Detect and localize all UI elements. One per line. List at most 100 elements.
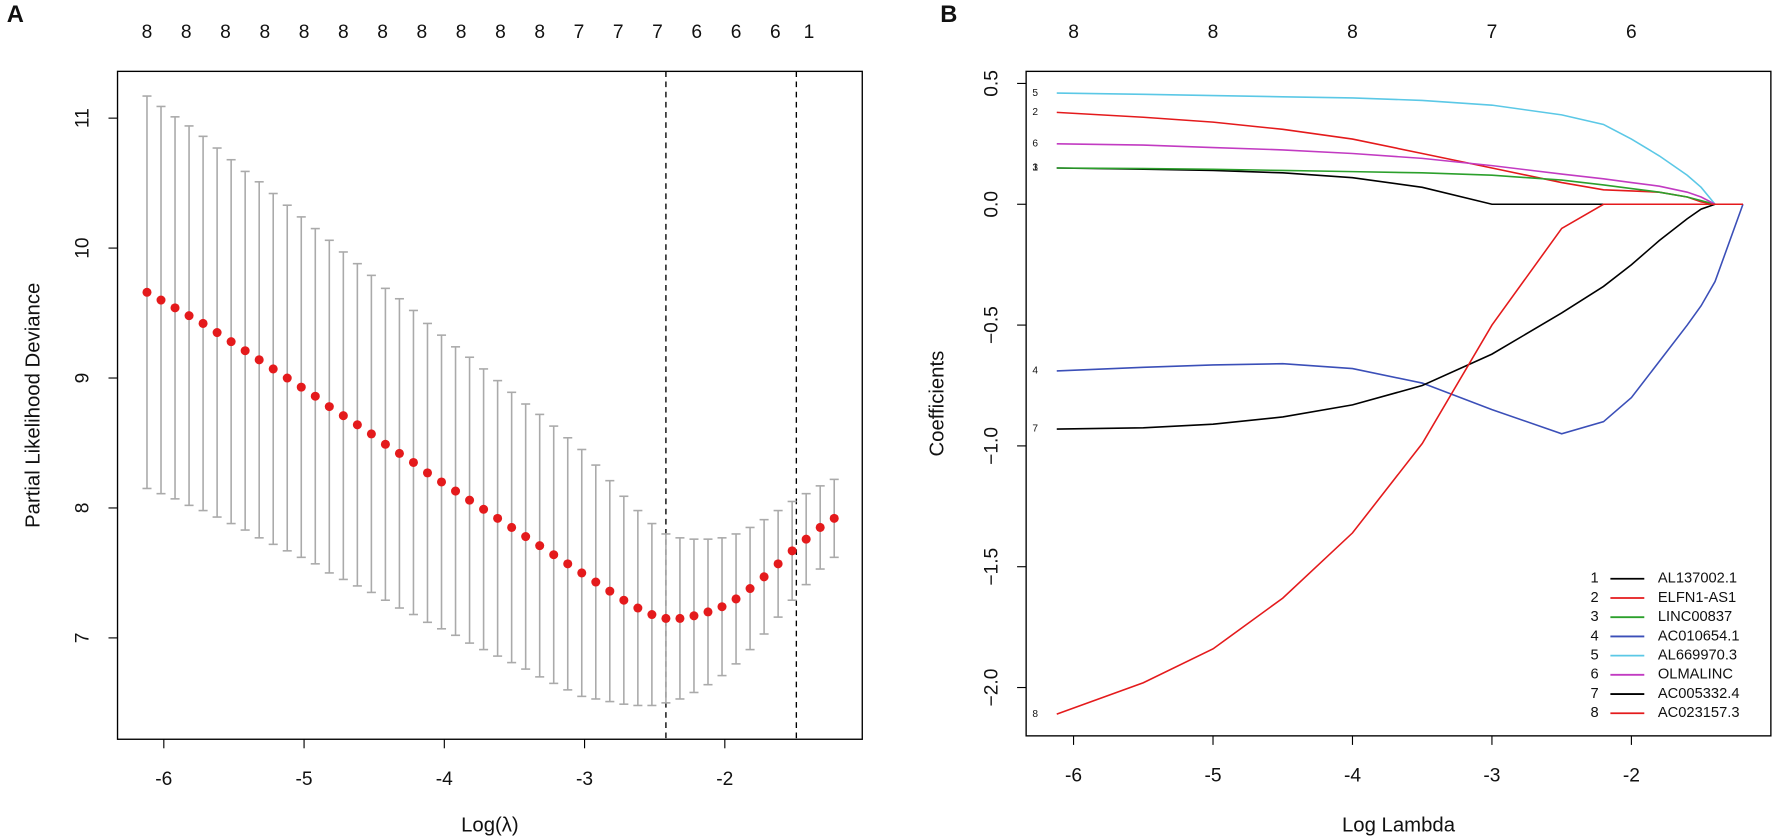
y-tick-label: 0.5 [981, 70, 1002, 97]
line-label: 3 [1032, 163, 1038, 174]
point [268, 364, 278, 374]
y-tick-label: −1.0 [981, 427, 1002, 465]
legend-label: AL669970.3 [1658, 648, 1737, 664]
point [198, 318, 208, 328]
line-label: 4 [1032, 366, 1038, 377]
point [324, 402, 334, 412]
point [422, 468, 433, 478]
legend-label: AC023157.3 [1658, 705, 1740, 721]
point [521, 532, 531, 542]
point [759, 572, 769, 582]
legend-label: OLMALINC [1658, 667, 1733, 683]
x-tick-label: -3 [1483, 766, 1500, 787]
top-tick-label: 8 [1208, 22, 1219, 43]
point [394, 448, 404, 458]
point [647, 609, 657, 620]
top-tick-label: 8 [1068, 22, 1079, 43]
point [549, 550, 559, 560]
top-tick-label: 7 [613, 22, 624, 43]
x-axis-label: Log Lambda [1342, 815, 1456, 837]
x-tick-label: -4 [436, 769, 453, 790]
legend-number: 5 [1590, 648, 1598, 664]
series-line [1056, 203, 1744, 435]
y-tick-label: 11 [73, 108, 94, 128]
point [156, 295, 166, 305]
top-tick-label: 8 [534, 22, 545, 43]
top-tick-label: 8 [417, 22, 428, 43]
point [408, 457, 418, 468]
top-tick-label: 8 [220, 22, 231, 43]
point [745, 584, 755, 594]
y-tick-label: 0.0 [981, 191, 1002, 218]
x-tick-label: -4 [1344, 766, 1361, 787]
x-tick-label: -6 [155, 769, 172, 790]
line-label: 2 [1032, 107, 1038, 118]
point [787, 546, 797, 556]
line-label: 8 [1032, 709, 1038, 720]
point [254, 355, 264, 365]
legend-label: LINC00837 [1658, 609, 1732, 625]
point [717, 602, 727, 612]
point [380, 439, 390, 449]
point [661, 613, 671, 623]
point [829, 513, 839, 523]
point [773, 559, 783, 569]
legend-number: 1 [1590, 571, 1598, 587]
point [605, 586, 615, 596]
point [479, 504, 489, 514]
plot-frame [1025, 70, 1772, 737]
point [436, 477, 447, 487]
x-tick-label: -2 [1623, 766, 1640, 787]
point [465, 495, 475, 505]
point [591, 577, 601, 587]
top-tick-label: 8 [1347, 22, 1358, 43]
point [801, 534, 811, 544]
series-line [1056, 203, 1743, 430]
point [338, 411, 348, 421]
legend-number: 6 [1590, 667, 1598, 683]
point [619, 595, 629, 605]
series-line [1056, 143, 1743, 206]
point [282, 373, 292, 383]
x-tick-label: -5 [1204, 766, 1221, 787]
top-tick-label: 6 [731, 22, 742, 43]
x-tick-label: -3 [576, 769, 593, 790]
y-axis-label: Partial Likelihood Deviance [22, 283, 44, 528]
y-tick-label: −1.5 [981, 548, 1002, 586]
point [577, 568, 587, 578]
top-tick-label: 7 [652, 22, 663, 43]
point [240, 346, 250, 356]
point [310, 391, 320, 401]
point [689, 611, 699, 621]
x-tick-label: -6 [1065, 766, 1082, 787]
line-label: 7 [1032, 424, 1038, 435]
top-tick-label: 8 [142, 22, 153, 43]
point [815, 522, 825, 532]
point [563, 559, 573, 569]
top-tick-label: 8 [456, 22, 467, 43]
point [633, 603, 643, 613]
point [507, 522, 517, 532]
top-tick-label: 1 [804, 22, 815, 43]
point [366, 429, 376, 439]
series-line [1056, 203, 1743, 715]
legend-label: AC010654.1 [1658, 628, 1740, 644]
y-tick-label: 10 [73, 237, 94, 258]
top-tick-label: 6 [691, 22, 702, 43]
y-tick-label: 7 [73, 633, 94, 644]
top-tick-label: 8 [181, 22, 192, 43]
legend-number: 3 [1590, 609, 1598, 625]
y-tick-label: 8 [73, 503, 94, 514]
y-tick-label: −0.5 [981, 306, 1002, 344]
top-tick-label: 7 [574, 22, 585, 43]
point [535, 541, 545, 551]
legend-label: AC005332.4 [1658, 686, 1740, 702]
top-tick-label: 8 [299, 22, 310, 43]
point [352, 420, 362, 430]
plot-frame [116, 70, 863, 740]
line-label: 5 [1032, 88, 1038, 99]
point [703, 607, 713, 617]
legend-number: 7 [1590, 686, 1598, 702]
point [675, 613, 685, 623]
